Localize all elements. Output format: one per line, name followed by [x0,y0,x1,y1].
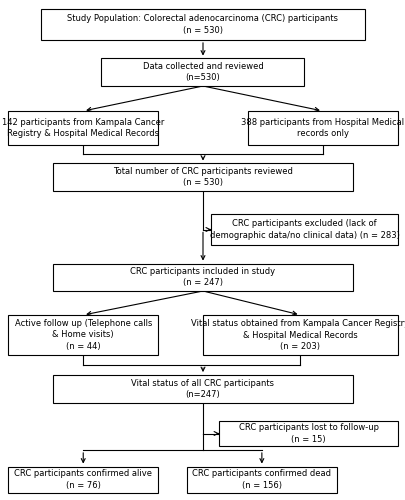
Bar [202,315,397,355]
Bar [247,111,397,145]
Text: Study Population: Colorectal adenocarcinoma (CRC) participants
(n = 530): Study Population: Colorectal adenocarcin… [67,14,338,34]
Bar [53,164,352,191]
Bar [211,214,397,245]
Text: CRC participants excluded (lack of
demographic data/no clinical data) (n = 283): CRC participants excluded (lack of demog… [209,220,399,240]
Bar [101,58,304,86]
Text: CRC participants confirmed dead
(n = 156): CRC participants confirmed dead (n = 156… [192,470,330,490]
Bar [53,375,352,402]
Text: Vital status of all CRC participants
(n=247): Vital status of all CRC participants (n=… [131,378,274,399]
Text: Active follow up (Telephone calls
& Home visits)
(n = 44): Active follow up (Telephone calls & Home… [15,319,151,351]
Bar [186,466,336,492]
Text: CRC participants lost to follow-up
(n = 15): CRC participants lost to follow-up (n = … [238,424,377,444]
Text: Data collected and reviewed
(n=530): Data collected and reviewed (n=530) [142,62,263,82]
Bar [219,421,397,446]
Bar [53,264,352,291]
Text: 142 participants from Kampala Cancer
Registry & Hospital Medical Records: 142 participants from Kampala Cancer Reg… [2,118,164,138]
Bar [8,111,158,145]
Text: Total number of CRC participants reviewed
(n = 530): Total number of CRC participants reviewe… [113,167,292,188]
Text: 388 participants from Hospital Medical
records only: 388 participants from Hospital Medical r… [241,118,403,138]
Text: CRC participants included in study
(n = 247): CRC participants included in study (n = … [130,267,275,287]
Text: CRC participants confirmed alive
(n = 76): CRC participants confirmed alive (n = 76… [14,470,152,490]
Bar [8,315,158,355]
Bar [8,466,158,492]
Text: Vital status obtained from Kampala Cancer Registry
& Hospital Medical Records
(n: Vital status obtained from Kampala Cance… [191,319,405,351]
Bar [40,9,364,40]
